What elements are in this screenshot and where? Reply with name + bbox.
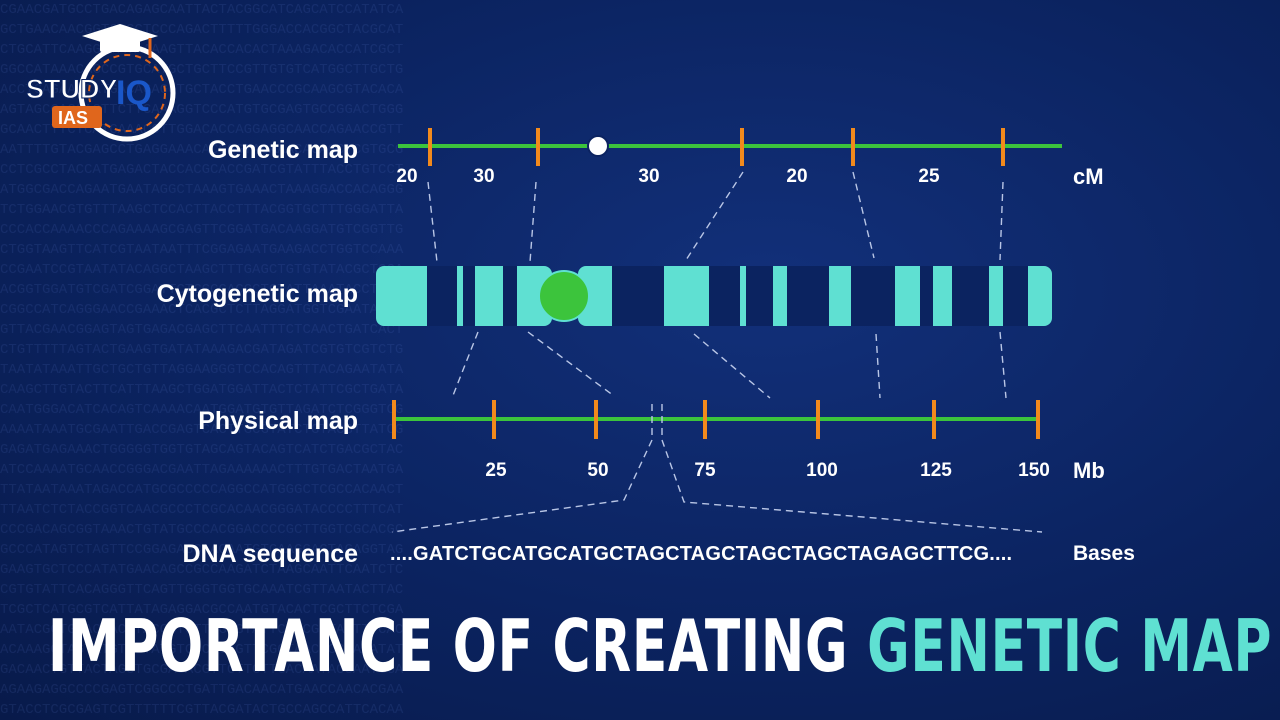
physical-tick-label: 125 (920, 460, 952, 481)
chromosome-bands (427, 266, 1028, 326)
logo-ias-text: IAS (58, 108, 88, 128)
genetic-interval-label: 20 (396, 166, 418, 187)
genetic-map-unit: cM (1073, 164, 1104, 189)
physical-tick-label: 100 (806, 460, 838, 481)
physical-map-unit: Mb (1073, 458, 1105, 483)
studyiq-logo: STUDY IQ IAS (26, 24, 176, 142)
physical-tick-label: 50 (587, 460, 609, 481)
physical-tick-label: 75 (694, 460, 716, 481)
physical-tick-label: 150 (1018, 460, 1050, 481)
physical-tick-label: 25 (485, 460, 507, 481)
headline-accent-part: GENETIC MAP (867, 604, 1273, 688)
headline: IMPORTANCE OF CREATING GENETIC MAP (48, 604, 1272, 688)
dna-sequence-label: DNA sequence (182, 540, 358, 568)
graduation-cap-base (100, 40, 140, 52)
headline-white-part: IMPORTANCE OF CREATING (48, 604, 849, 688)
dna-background-texture: CGAACGATGCCTGACAGAGCAATTACTACGGCATCAGCAT… (0, 2, 404, 718)
centromere-marker (587, 135, 609, 157)
logo-inner-ring (88, 54, 166, 132)
genetic-interval-label: 20 (786, 166, 808, 187)
genetic-interval-label: 25 (918, 166, 940, 187)
dna-sequence-text: ....GATCTGCATGCATGCTAGCTAGCTAGCTAGCTAGAG… (390, 543, 1013, 565)
logo-study-text: STUDY (26, 74, 118, 104)
genetic-map-label: Genetic map (207, 136, 358, 164)
genetic-interval-label: 30 (638, 166, 660, 187)
genetic-interval-label: 30 (473, 166, 495, 187)
logo-iq-text: IQ (116, 74, 152, 112)
cytogenetic-map-label: Cytogenetic map (156, 280, 358, 308)
physical-map-label: Physical map (198, 407, 358, 435)
logo-ias-badge (52, 106, 102, 128)
centromere (538, 270, 590, 322)
dna-sequence-unit: Bases (1073, 542, 1135, 565)
physical-to-dna-connectors (391, 404, 1043, 533)
genetic-to-cyto-connectors (427, 171, 1004, 263)
cyto-to-physical-connectors (451, 331, 1007, 399)
